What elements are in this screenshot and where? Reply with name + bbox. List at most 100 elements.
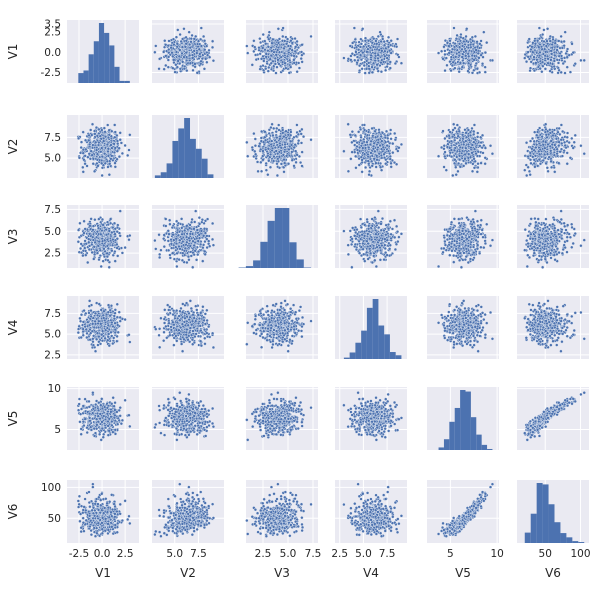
scatter-point [558,132,562,136]
scatter-point [379,147,384,151]
scatter-point [267,37,271,41]
scatter-point [480,62,485,66]
scatter-point [555,48,559,52]
scatter-point [362,54,367,58]
scatter-point [383,54,387,58]
scatter-point [526,165,530,169]
scatter-point [456,169,460,173]
scatter-point [540,60,545,64]
scatter-point [287,147,291,152]
scatter-point [383,135,388,140]
scatter-point [113,146,117,150]
scatter-point [252,131,256,136]
scatter-point [443,68,447,73]
scatter-point [87,138,91,143]
scatter-point [300,60,304,64]
scatter-point [457,67,462,71]
panel-V4-V2 [335,115,407,178]
scatter-point [349,157,353,161]
scatter-point [557,39,561,43]
scatter-point [448,130,452,134]
scatter-point [103,135,108,139]
scatter-point [372,141,376,145]
scatter-point [259,57,264,61]
scatter-point [353,58,357,62]
histogram-bar [104,32,110,83]
scatter-point [294,45,298,49]
scatter-point [451,173,455,178]
scatter-point [275,126,279,131]
scatter-point [283,161,287,165]
scatter-point [453,158,457,162]
scatter-point [370,164,374,168]
scatter-point [210,45,215,49]
scatter-point [271,159,276,163]
scatter-point [102,126,106,130]
scatter-point [524,141,529,145]
scatter-point [293,36,297,41]
scatter-point [113,130,117,134]
scatter-point [537,45,541,49]
scatter-point [100,173,104,178]
scatter-point [477,56,481,60]
scatter-point [190,53,195,57]
scatter-point [269,54,273,58]
scatter-point [450,135,455,139]
scatter-point [537,54,542,58]
scatter-point [523,56,527,60]
scatter-point [456,134,460,138]
scatter-point [272,154,276,159]
scatter-point [544,44,548,48]
scatter-point [442,165,446,169]
scatter-point [473,34,478,39]
scatter-point [366,130,371,134]
scatter-point [277,37,282,41]
scatter-point [527,37,531,41]
scatter-point [526,55,530,59]
scatter-point [457,42,462,46]
scatter-point [296,45,301,50]
scatter-point [457,149,462,154]
scatter-point [348,133,352,137]
scatter-point [445,41,450,45]
panel-V2-V2 [152,115,224,178]
scatter-point [260,129,264,134]
scatter-point [276,58,280,62]
scatter-point [250,63,254,67]
scatter-point [449,148,453,152]
scatter-point [90,153,94,157]
scatter-point [277,123,281,127]
scatter-point [178,67,183,71]
scatter-point [441,57,445,61]
scatter-point [359,135,363,139]
scatter-point [295,70,299,74]
scatter-point [359,155,363,159]
scatter-point [174,50,179,54]
scatter-point [479,53,483,57]
scatter-point [178,48,182,52]
scatter-point [166,43,170,48]
scatter-point [199,62,203,66]
scatter-point [367,71,371,75]
scatter-point [277,155,282,159]
scatter-point [261,46,265,50]
scatter-point [112,142,116,146]
scatter-point [176,59,180,63]
scatter-point [479,161,483,165]
scatter-point [273,56,277,61]
scatter-point [88,157,93,161]
scatter-point [100,154,104,159]
scatter-point [189,37,193,41]
scatter-point [89,128,93,132]
histogram-bar [109,45,115,83]
scatter-point [354,50,358,54]
scatter-point [102,139,106,143]
scatter-point [545,54,550,58]
scatter-point [582,152,586,156]
scatter-point [281,131,285,135]
scatter-point [563,30,567,34]
scatter-point [528,66,533,70]
scatter-point [286,133,290,137]
scatter-point [551,37,555,41]
scatter-point [464,39,469,43]
